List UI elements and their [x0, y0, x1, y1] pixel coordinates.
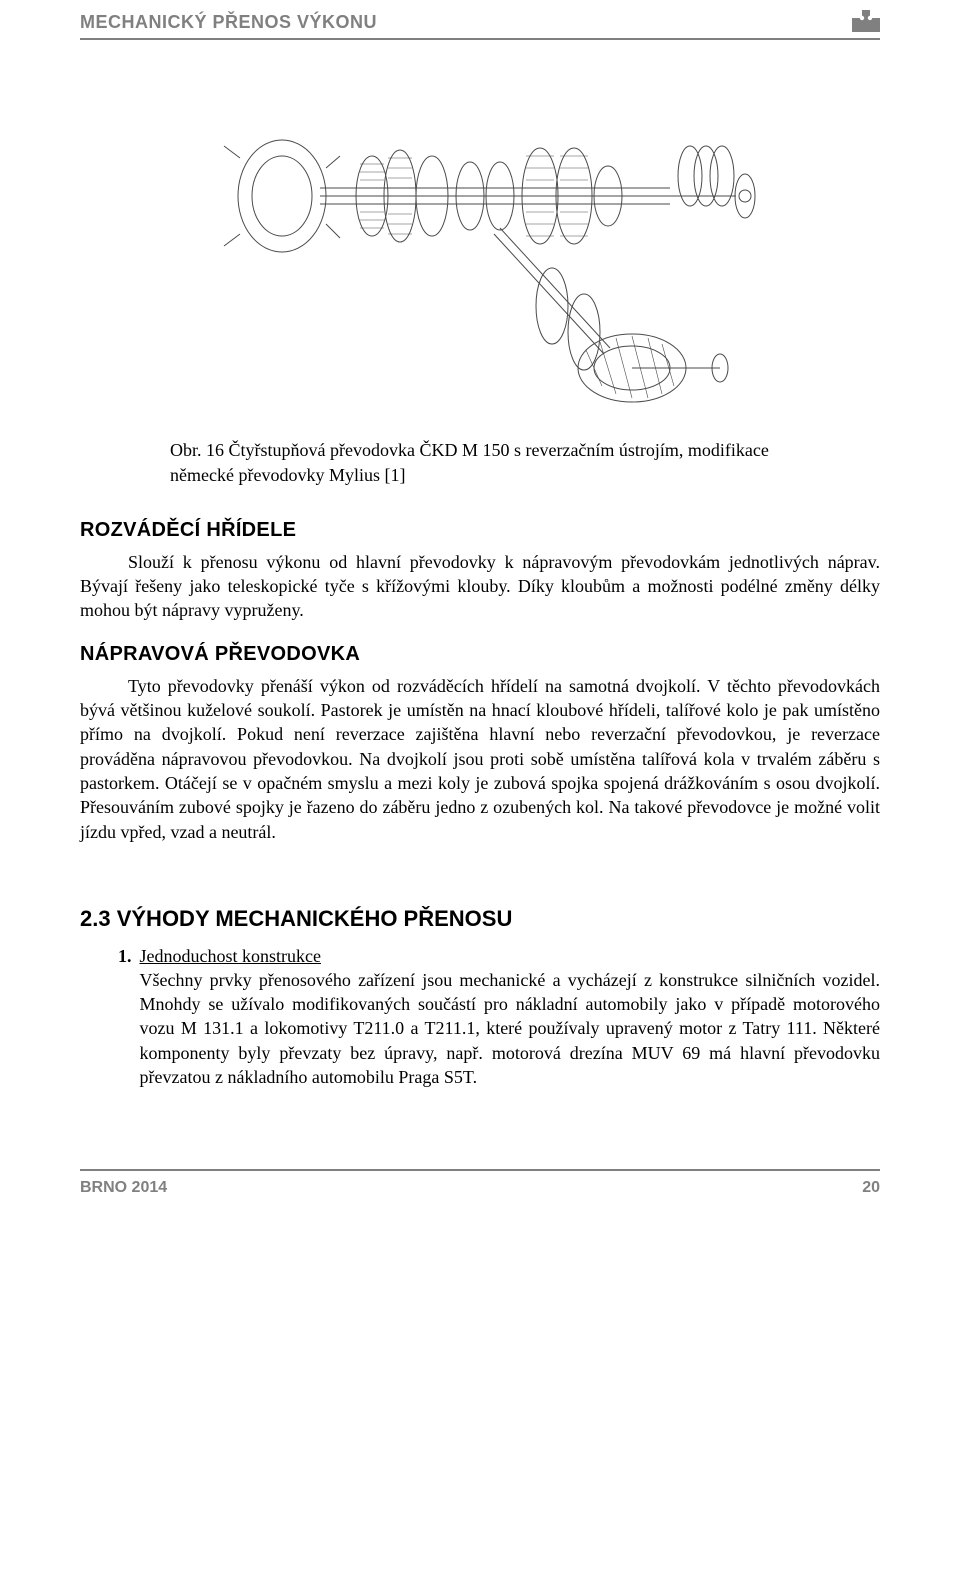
- section-paragraph-rozvadeci: Slouží k přenosu výkonu od hlavní převod…: [80, 550, 880, 623]
- gearbox-drawing: [200, 68, 760, 428]
- page-footer: BRNO 2014 20: [80, 1169, 880, 1199]
- page-header: MECHANICKÝ PŘENOS VÝKONU: [80, 10, 880, 40]
- advantages-list: 1. Jednoduchost konstrukce Všechny prvky…: [118, 944, 880, 1090]
- figure-container: [80, 68, 880, 428]
- header-title: MECHANICKÝ PŘENOS VÝKONU: [80, 10, 377, 34]
- section-number: 2.3: [80, 906, 111, 931]
- section-heading-napravova: NÁPRAVOVÁ PŘEVODOVKA: [80, 641, 880, 668]
- list-item: 1. Jednoduchost konstrukce Všechny prvky…: [118, 944, 880, 1090]
- section-paragraph-napravova: Tyto převodovky přenáší výkon od rozvádě…: [80, 674, 880, 844]
- header-logo-icon: [852, 10, 880, 32]
- list-item-title: Jednoduchost konstrukce: [140, 946, 321, 966]
- list-item-number: 1.: [118, 944, 132, 1090]
- footer-left: BRNO 2014: [80, 1177, 167, 1199]
- list-item-text: Všechny prvky přenosového zařízení jsou …: [140, 968, 881, 1089]
- section-title: VÝHODY MECHANICKÉHO PŘENOSU: [111, 906, 513, 931]
- section-heading-2-3: 2.3 VÝHODY MECHANICKÉHO PŘENOSU: [80, 904, 880, 934]
- footer-page-number: 20: [862, 1177, 880, 1199]
- section-heading-rozvadeci: ROZVÁDĚCÍ HŘÍDELE: [80, 517, 880, 544]
- figure-caption: Obr. 16 Čtyřstupňová převodovka ČKD M 15…: [170, 438, 790, 487]
